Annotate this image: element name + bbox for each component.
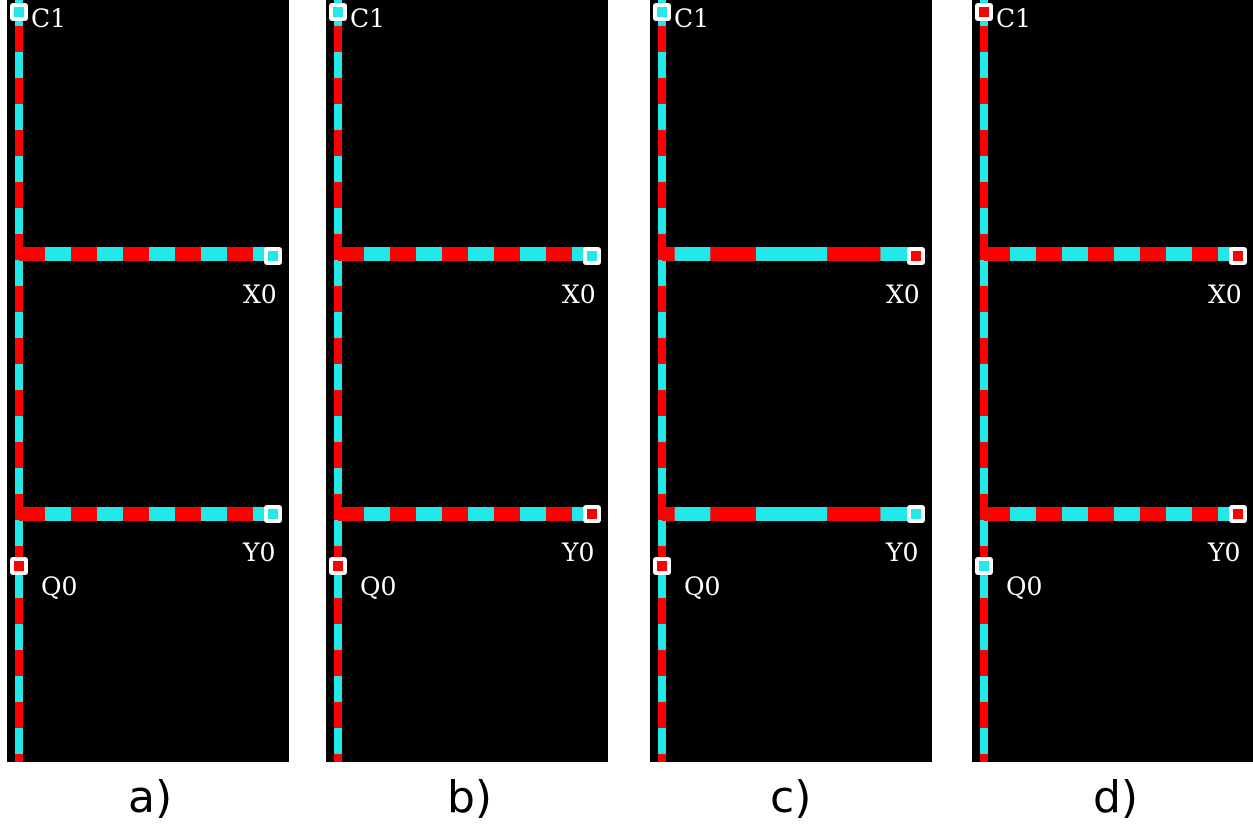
x0-label: X0 xyxy=(562,280,596,309)
ladder-diagram xyxy=(10,0,282,762)
vertical-rail xyxy=(980,0,988,762)
caption-c: c) xyxy=(770,772,812,823)
ladder-diagram xyxy=(329,0,601,762)
x0-label: X0 xyxy=(243,280,277,309)
caption-d: d) xyxy=(1093,772,1139,823)
c1-terminal[interactable] xyxy=(10,3,28,21)
ladder-diagram xyxy=(653,0,925,762)
y0-label: Y0 xyxy=(562,538,595,567)
x0-label: X0 xyxy=(1208,280,1242,309)
y0-terminal[interactable] xyxy=(583,505,601,523)
c1-label: C1 xyxy=(350,4,386,33)
x0-terminal[interactable] xyxy=(583,247,601,265)
y0-label: Y0 xyxy=(886,538,919,567)
q0-terminal[interactable] xyxy=(10,557,28,575)
c1-terminal[interactable] xyxy=(329,3,347,21)
panel-a: C1 X0 Y0 Q0 xyxy=(7,0,289,762)
caption-b: b) xyxy=(447,772,493,823)
x0-terminal[interactable] xyxy=(907,247,925,265)
panel-d: C1 X0 Y0 Q0 xyxy=(972,0,1253,762)
y0-terminal[interactable] xyxy=(1229,505,1247,523)
c1-label: C1 xyxy=(674,4,710,33)
c1-terminal[interactable] xyxy=(975,3,993,21)
c1-label: C1 xyxy=(31,4,67,33)
panel-c: C1 X0 Y0 Q0 xyxy=(650,0,932,762)
vertical-rail xyxy=(15,0,23,762)
c1-label: C1 xyxy=(996,4,1032,33)
panel-b: C1 X0 Y0 Q0 xyxy=(326,0,608,762)
vertical-rail xyxy=(334,0,342,762)
x0-rung xyxy=(19,247,273,261)
y0-rung xyxy=(662,507,916,521)
x0-label: X0 xyxy=(886,280,920,309)
vertical-rail xyxy=(658,0,666,762)
x0-rung xyxy=(662,247,916,261)
y0-label: Y0 xyxy=(1208,538,1241,567)
q0-terminal[interactable] xyxy=(653,557,671,575)
x0-terminal[interactable] xyxy=(1229,247,1247,265)
q0-label: Q0 xyxy=(684,572,721,601)
c1-terminal[interactable] xyxy=(653,3,671,21)
q0-label: Q0 xyxy=(1006,572,1043,601)
q0-terminal[interactable] xyxy=(975,557,993,575)
y0-terminal[interactable] xyxy=(907,505,925,523)
y0-rung xyxy=(984,507,1238,521)
y0-terminal[interactable] xyxy=(264,505,282,523)
q0-label: Q0 xyxy=(360,572,397,601)
y0-rung xyxy=(19,507,273,521)
y0-rung xyxy=(338,507,592,521)
q0-label: Q0 xyxy=(41,572,78,601)
x0-terminal[interactable] xyxy=(264,247,282,265)
x0-rung xyxy=(984,247,1238,261)
ladder-diagram xyxy=(975,0,1247,762)
x0-rung xyxy=(338,247,592,261)
q0-terminal[interactable] xyxy=(329,557,347,575)
caption-a: a) xyxy=(128,772,173,823)
y0-label: Y0 xyxy=(243,538,276,567)
